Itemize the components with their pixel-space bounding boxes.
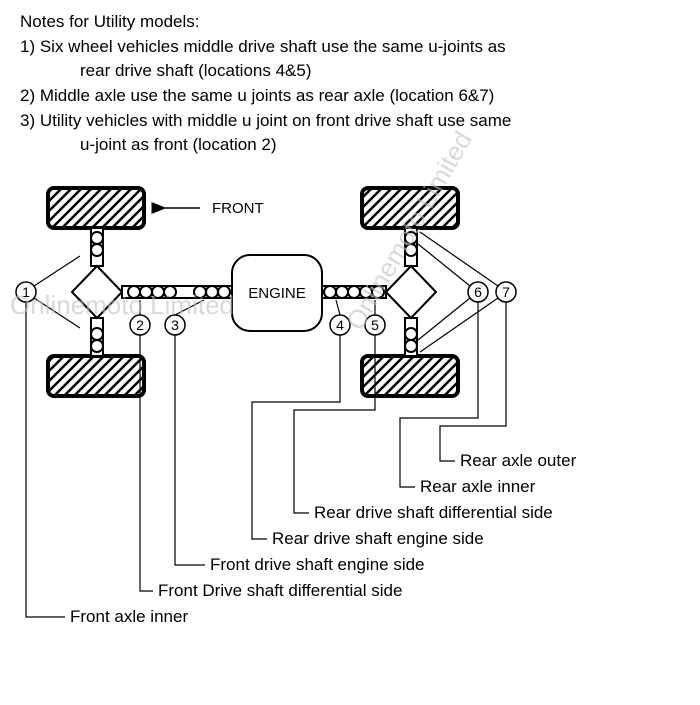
callout-front-axle-inner: Front axle inner [70, 607, 188, 626]
callout-front-shaft-diff: Front Drive shaft differential side [158, 581, 402, 600]
wheel-rear-top [362, 188, 458, 228]
notes-title: Notes for Utility models: [20, 10, 680, 35]
marker-5: 5 [371, 317, 379, 333]
callout-rear-axle-outer: Rear axle outer [460, 451, 577, 470]
engine-label: ENGINE [248, 285, 306, 302]
note-1b: rear drive shaft (locations 4&5) [20, 59, 680, 84]
wheel-rear-bottom [362, 356, 458, 396]
front-label: FRONT [212, 200, 264, 217]
note-3a: 3) Utility vehicles with middle u joint … [20, 109, 680, 134]
note-3b: u-joint as front (location 2) [20, 133, 680, 158]
drivetrain-diagram: Onlinemoto Limited Onlinemoto Limited [0, 170, 700, 700]
wheel-front-top [48, 188, 144, 228]
diagram-svg: FRONT ENGINE [0, 170, 700, 700]
marker-2: 2 [136, 317, 144, 333]
callout-front-shaft-engine: Front drive shaft engine side [210, 555, 425, 574]
marker-1: 1 [22, 284, 30, 300]
rear-differential [386, 266, 436, 318]
front-differential [72, 266, 122, 318]
marker-6: 6 [474, 284, 482, 300]
notes-block: Notes for Utility models: 1) Six wheel v… [0, 0, 700, 168]
front-driveshaft [122, 286, 232, 298]
callout-rear-shaft-engine: Rear drive shaft engine side [272, 529, 484, 548]
callout-rear-axle-inner: Rear axle inner [420, 477, 536, 496]
wheel-front-bottom [48, 356, 144, 396]
note-2: 2) Middle axle use the same u joints as … [20, 84, 680, 109]
callout-rear-shaft-diff: Rear drive shaft differential side [314, 503, 553, 522]
marker-3: 3 [171, 317, 179, 333]
callout-texts: Rear axle outer Rear axle inner Rear dri… [70, 451, 577, 626]
note-1a: 1) Six wheel vehicles middle drive shaft… [20, 35, 680, 60]
rear-driveshaft [322, 286, 386, 298]
marker-7: 7 [502, 284, 510, 300]
marker-4: 4 [336, 317, 344, 333]
